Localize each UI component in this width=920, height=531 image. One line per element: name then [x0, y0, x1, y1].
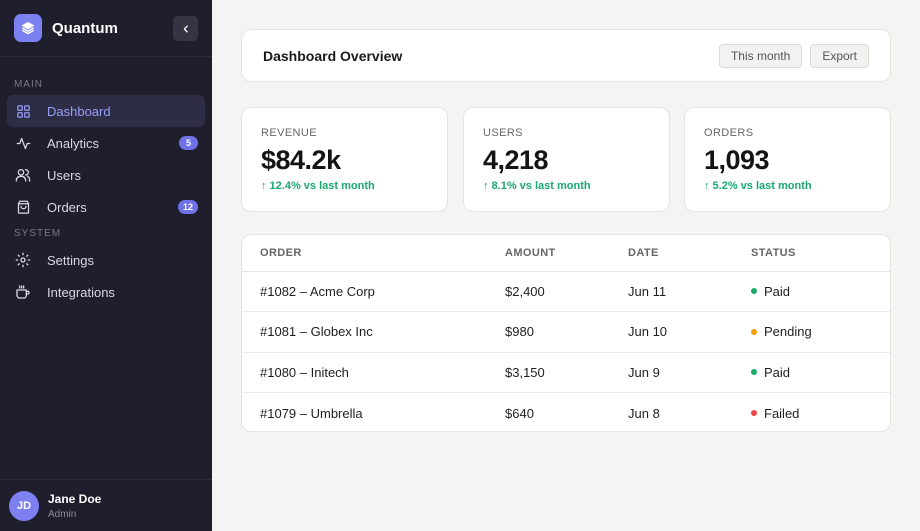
status-dot	[751, 369, 757, 376]
header-card: Dashboard Overview This month Export	[241, 29, 891, 82]
stat-delta: ↑ 8.1% vs last month	[483, 180, 591, 192]
order-cell: #1082 – Acme Corp	[242, 271, 505, 312]
table-row[interactable]: #1080 – Initech $3,150 Jun 9 Paid	[242, 352, 890, 393]
table-header-row: ORDER AMOUNT DATE STATUS	[242, 235, 890, 272]
sidebar-item-label: Analytics	[47, 135, 100, 151]
plug-icon	[15, 284, 31, 300]
stat-delta: ↑ 12.4% vs last month	[261, 180, 375, 192]
sidebar-item-settings[interactable]: Settings	[7, 244, 205, 276]
table-row[interactable]: #1082 – Acme Corp $2,400 Jun 11 Paid	[242, 271, 890, 312]
brand-name: Quantum	[52, 19, 118, 37]
count-badge: 5	[179, 136, 198, 150]
date-cell: Jun 9	[628, 352, 751, 393]
sidebar-item-dashboard[interactable]: Dashboard	[7, 95, 205, 127]
nav-main: Dashboard Analytics 5 Users Orders 12	[0, 95, 212, 223]
collapse-sidebar-button[interactable]	[173, 16, 198, 41]
page-title: Dashboard Overview	[263, 47, 403, 64]
date-cell: Jun 8	[628, 405, 660, 421]
sidebar-item-users[interactable]: Users	[7, 159, 205, 191]
order-cell: #1081 – Globex Inc	[242, 311, 505, 353]
amount-cell: $2,400	[505, 271, 628, 312]
column-header-order[interactable]: ORDER	[242, 235, 505, 272]
user-role: Admin	[48, 508, 77, 520]
status-cell: Pending	[751, 311, 890, 353]
orders-table-card: ORDER AMOUNT DATE STATUS #1082 – Acme Co…	[241, 234, 891, 432]
sidebar-item-orders[interactable]: Orders 12	[7, 191, 205, 223]
status-cell: Paid	[751, 352, 890, 393]
count-badge: 12	[177, 200, 198, 214]
amount-cell: $980	[505, 311, 628, 353]
sidebar-item-label: Dashboard	[47, 103, 111, 119]
users-icon	[15, 167, 31, 183]
stat-value: 4,218	[483, 145, 549, 175]
status-dot	[751, 410, 757, 417]
avatar: JD	[9, 490, 39, 521]
stat-value: 1,093	[704, 145, 770, 175]
brand: Quantum	[0, 0, 212, 57]
status-label: Pending	[764, 324, 812, 340]
sidebar-item-integrations[interactable]: Integrations	[7, 276, 205, 308]
status-cell: Paid	[751, 271, 890, 312]
user-profile[interactable]: JD Jane Doe Admin	[0, 479, 212, 531]
table-row[interactable]: #1079 – Umbrella $640 Jun 8 Failed	[242, 393, 890, 432]
stat-value: $84.2k	[261, 145, 341, 175]
stat-delta: ↑ 5.2% vs last month	[704, 180, 812, 192]
nav-system: Settings Integrations	[0, 244, 212, 308]
date-cell: Jun 10	[628, 311, 751, 353]
status-cell: Failed	[751, 393, 890, 432]
column-header-date[interactable]: DATE	[628, 235, 751, 272]
stat-card-revenue: REVENUE $84.2k ↑ 12.4% vs last month	[241, 107, 448, 212]
status-dot	[751, 288, 757, 295]
nav-section-main-label: MAIN	[14, 79, 43, 90]
status-label: Paid	[764, 364, 791, 380]
column-header-amount[interactable]: AMOUNT	[505, 235, 628, 272]
shopping-bag-icon	[15, 199, 31, 215]
stat-label: USERS	[483, 127, 523, 139]
stat-card-users: USERS 4,218 ↑ 8.1% vs last month	[463, 107, 670, 212]
activity-icon	[15, 135, 31, 151]
user-name: Jane Doe	[48, 491, 102, 506]
grid-icon	[15, 103, 31, 119]
column-header-status[interactable]: STATUS	[751, 235, 890, 272]
order-cell: #1080 – Initech	[242, 352, 505, 393]
status-label: Paid	[764, 283, 791, 299]
sidebar-item-analytics[interactable]: Analytics 5	[7, 127, 205, 159]
user-info: Jane Doe Admin	[48, 492, 101, 520]
stat-card-orders: ORDERS 1,093 ↑ 5.2% vs last month	[684, 107, 891, 212]
date-cell: Jun 11	[628, 271, 751, 312]
header-actions: This month Export	[718, 43, 869, 68]
table-row[interactable]: #1081 – Globex Inc $980 Jun 10 Pending	[242, 311, 890, 353]
orders-table: ORDER AMOUNT DATE STATUS #1082 – Acme Co…	[242, 235, 890, 432]
amount-cell: $640	[505, 405, 534, 421]
chevron-left-icon	[183, 24, 188, 33]
export-button[interactable]: Export	[810, 43, 869, 68]
status-label: Failed	[764, 405, 800, 421]
sidebar-item-label: Integrations	[47, 284, 115, 300]
order-cell: #1079 – Umbrella	[260, 405, 363, 421]
sidebar-item-label: Users	[47, 167, 81, 183]
settings-icon	[15, 252, 31, 268]
stat-label: ORDERS	[704, 127, 754, 139]
layers-icon	[14, 14, 42, 42]
period-button[interactable]: This month	[718, 43, 803, 68]
sidebar-item-label: Settings	[47, 252, 94, 268]
status-dot	[751, 328, 757, 335]
sidebar-item-label: Orders	[47, 199, 87, 215]
amount-cell: $3,150	[505, 352, 628, 393]
nav-section-system-label: SYSTEM	[14, 228, 62, 239]
stat-label: REVENUE	[261, 127, 317, 139]
sidebar: Quantum MAIN Dashboard Analytics 5 Users	[0, 0, 212, 531]
